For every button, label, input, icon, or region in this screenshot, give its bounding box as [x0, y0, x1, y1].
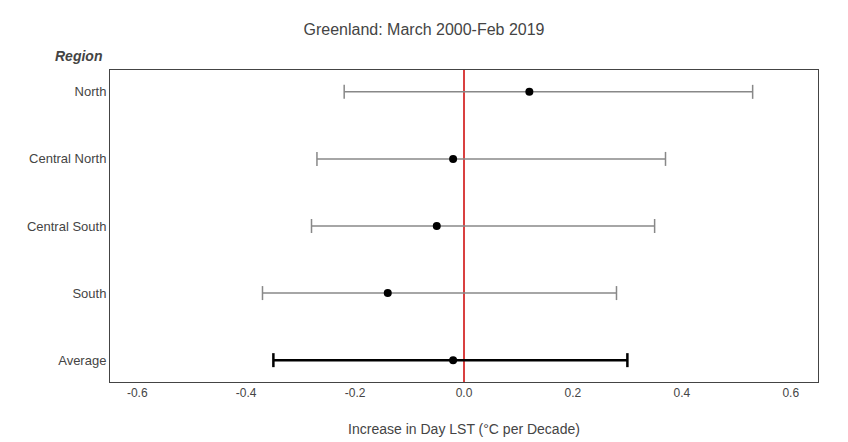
- svg-text:Increase in Day LST (°C per De: Increase in Day LST (°C per Decade): [348, 421, 580, 437]
- svg-text:South: South: [72, 286, 106, 301]
- svg-text:-0.6: -0.6: [127, 386, 148, 400]
- svg-text:Central South: Central South: [27, 219, 107, 234]
- svg-text:Average: Average: [58, 353, 106, 368]
- svg-text:North: North: [75, 84, 107, 99]
- svg-text:Central North: Central North: [29, 151, 106, 166]
- svg-text:0.0: 0.0: [456, 386, 473, 400]
- svg-text:-0.4: -0.4: [236, 386, 257, 400]
- svg-text:Greenland: March 2000-Feb 2019: Greenland: March 2000-Feb 2019: [303, 21, 544, 38]
- svg-text:0.6: 0.6: [782, 386, 799, 400]
- svg-text:-0.2: -0.2: [345, 386, 366, 400]
- svg-text:0.2: 0.2: [565, 386, 582, 400]
- svg-text:Region: Region: [55, 48, 102, 64]
- svg-text:0.4: 0.4: [674, 386, 691, 400]
